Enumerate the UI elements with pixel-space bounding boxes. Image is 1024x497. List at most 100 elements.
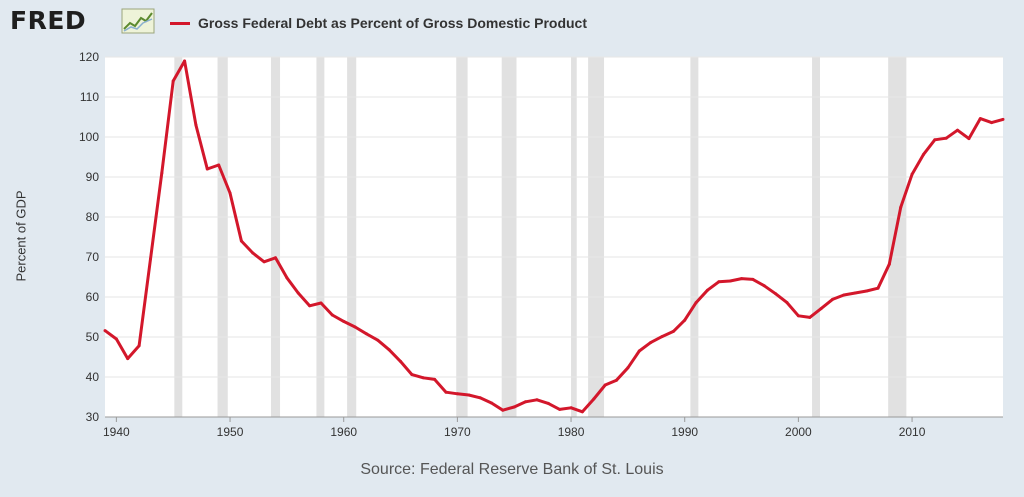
data-point[interactable] xyxy=(899,205,903,209)
data-point[interactable] xyxy=(728,279,732,283)
chart-header: FRED Gross Federal Debt as Percent of Gr… xyxy=(0,0,1024,46)
data-point[interactable] xyxy=(467,393,471,397)
data-point[interactable] xyxy=(217,163,221,167)
data-point[interactable] xyxy=(535,398,539,402)
data-point[interactable] xyxy=(910,172,914,176)
data-point[interactable] xyxy=(421,376,425,380)
data-point[interactable] xyxy=(239,239,243,243)
data-point[interactable] xyxy=(956,128,960,132)
data-point[interactable] xyxy=(740,277,744,281)
data-point[interactable] xyxy=(569,406,573,410)
data-point[interactable] xyxy=(887,262,891,266)
y-tick-label: 80 xyxy=(86,210,100,224)
data-point[interactable] xyxy=(705,288,709,292)
data-point[interactable] xyxy=(558,407,562,411)
data-point[interactable] xyxy=(865,289,869,293)
data-point[interactable] xyxy=(592,397,596,401)
data-point[interactable] xyxy=(808,315,812,319)
data-point[interactable] xyxy=(921,153,925,157)
recession-band xyxy=(812,57,820,417)
data-point[interactable] xyxy=(364,332,368,336)
data-point[interactable] xyxy=(160,171,164,175)
data-point[interactable] xyxy=(1001,117,1005,121)
data-point[interactable] xyxy=(524,400,528,404)
x-tick-label: 1970 xyxy=(444,425,471,439)
data-point[interactable] xyxy=(785,301,789,305)
legend[interactable]: Gross Federal Debt as Percent of Gross D… xyxy=(170,13,587,33)
data-point[interactable] xyxy=(103,329,107,333)
data-point[interactable] xyxy=(967,137,971,141)
data-point[interactable] xyxy=(114,337,118,341)
x-tick-label: 2000 xyxy=(785,425,812,439)
data-point[interactable] xyxy=(615,378,619,382)
data-point[interactable] xyxy=(376,338,380,342)
data-point[interactable] xyxy=(819,307,823,311)
data-point[interactable] xyxy=(308,304,312,308)
data-point[interactable] xyxy=(433,377,437,381)
data-point[interactable] xyxy=(671,329,675,333)
data-point[interactable] xyxy=(205,167,209,171)
series-line[interactable] xyxy=(104,59,1004,414)
y-tick-label: 70 xyxy=(86,250,100,264)
data-point[interactable] xyxy=(751,277,755,281)
data-point[interactable] xyxy=(774,292,778,296)
recession-band xyxy=(174,57,183,417)
data-point[interactable] xyxy=(853,291,857,295)
data-point[interactable] xyxy=(660,335,664,339)
recession-band xyxy=(270,57,281,417)
y-tick-label: 110 xyxy=(80,90,99,104)
data-point[interactable] xyxy=(148,257,152,261)
data-point[interactable] xyxy=(262,260,266,264)
data-point[interactable] xyxy=(649,341,653,345)
data-point[interactable] xyxy=(944,136,948,140)
data-point[interactable] xyxy=(171,79,175,83)
data-point[interactable] xyxy=(251,251,255,255)
fred-logo[interactable]: FRED xyxy=(10,6,87,35)
data-point[interactable] xyxy=(933,138,937,142)
data-point[interactable] xyxy=(455,392,459,396)
data-point[interactable] xyxy=(410,373,414,377)
gridlines xyxy=(105,56,1003,418)
data-point[interactable] xyxy=(126,357,130,361)
x-tick-label: 1940 xyxy=(103,425,130,439)
data-point[interactable] xyxy=(512,405,516,409)
data-point[interactable] xyxy=(342,319,346,323)
data-point[interactable] xyxy=(228,191,232,195)
data-point[interactable] xyxy=(399,359,403,363)
data-point[interactable] xyxy=(330,313,334,317)
data-point[interactable] xyxy=(762,284,766,288)
data-point[interactable] xyxy=(694,301,698,305)
data-point[interactable] xyxy=(990,121,994,125)
data-point[interactable] xyxy=(353,325,357,329)
x-tick-label: 1990 xyxy=(671,425,698,439)
y-tick-label: 50 xyxy=(86,330,100,344)
data-points xyxy=(103,59,1005,414)
data-point[interactable] xyxy=(489,401,493,405)
data-point[interactable] xyxy=(830,297,834,301)
data-point[interactable] xyxy=(580,410,584,414)
data-point[interactable] xyxy=(319,301,323,305)
data-point[interactable] xyxy=(796,314,800,318)
data-point[interactable] xyxy=(296,291,300,295)
data-point[interactable] xyxy=(285,276,289,280)
data-point[interactable] xyxy=(637,349,641,353)
data-point[interactable] xyxy=(683,318,687,322)
data-point[interactable] xyxy=(876,286,880,290)
data-point[interactable] xyxy=(717,280,721,284)
data-point[interactable] xyxy=(444,390,448,394)
data-point[interactable] xyxy=(387,348,391,352)
data-point[interactable] xyxy=(501,408,505,412)
data-point[interactable] xyxy=(603,383,607,387)
data-point[interactable] xyxy=(183,59,187,63)
line-chart-icon xyxy=(121,8,155,34)
x-axis-ticks: 1940 1950 1960 1970 1980 1990 2000 2010 xyxy=(103,417,926,439)
data-point[interactable] xyxy=(978,117,982,121)
data-point[interactable] xyxy=(274,256,278,260)
data-point[interactable] xyxy=(626,366,630,370)
data-point[interactable] xyxy=(842,293,846,297)
data-point[interactable] xyxy=(137,344,141,348)
data-point[interactable] xyxy=(478,396,482,400)
data-point[interactable] xyxy=(194,123,198,127)
data-point[interactable] xyxy=(546,401,550,405)
